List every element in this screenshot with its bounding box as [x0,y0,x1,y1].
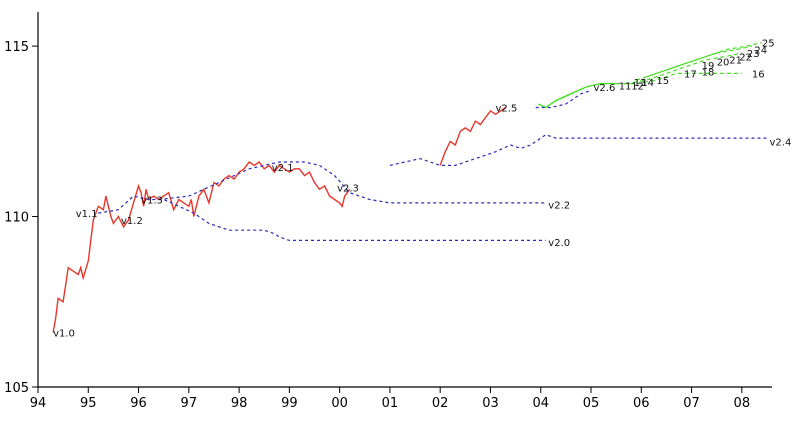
series-label: 12 [631,81,644,92]
series-label: 23 [747,49,760,60]
forecast-line [535,89,592,109]
x-tick-label: 95 [80,396,97,411]
x-tick-label: 05 [583,396,600,411]
plot-lines [52,42,767,333]
series-label: 22 [739,52,752,63]
x-tick-label: 02 [432,396,449,411]
series-label: 19 [702,61,715,72]
x-tick-label: 00 [331,396,348,411]
actual-series-line [439,106,506,166]
series-labels: v1.0 v1.1 v1.2 v1.3 v2.0 v2.1 v2.2 v2.3 v2.4 v2.5… [53,39,791,340]
series-label: v2.4 [770,138,792,149]
series-label: v2.0 [548,238,570,249]
recent-forecast-line [616,72,742,85]
x-tick-label: 96 [130,396,147,411]
y-tick-label: 115 [4,40,29,55]
ticks: 94 95 96 97 98 99 00 01 02 03 04 05 06 07 08 105 110 115 [4,40,750,411]
series-label: v2.5 [496,104,518,115]
y-tick-label: 110 [4,211,29,226]
forecast-line [158,161,546,204]
series-label: 18 [702,68,715,79]
series-label: 11 [619,81,632,92]
series-label: 17 [684,69,697,80]
x-tick-label: 94 [30,396,47,411]
series-label: v1.0 [53,329,75,340]
forecast-line [98,195,546,241]
actual-series-line [52,161,351,333]
series-label: 25 [762,39,775,50]
x-tick-label: 08 [734,396,751,411]
series-label: v2.6 [594,83,616,94]
series-label: 20 [717,57,730,68]
y-tick-label: 105 [4,381,29,396]
series-label: 16 [752,69,765,80]
axes [37,12,772,388]
x-tick-label: 98 [231,396,248,411]
series-label: v2.1 [272,163,294,174]
x-tick-label: 06 [633,396,650,411]
series-label: 21 [729,56,742,67]
recent-forecast-line [646,42,763,78]
series-label: v1.3 [141,196,163,207]
series-label: v2.2 [548,201,570,212]
series-label: 13 [634,78,647,89]
x-tick-label: 03 [482,396,499,411]
forecast-line [389,134,767,166]
x-tick-label: 97 [181,396,198,411]
series-label: 14 [641,78,654,89]
x-tick-label: 01 [382,396,399,411]
series-label: 15 [656,76,669,87]
series-label: v2.3 [337,184,359,195]
x-tick-label: 07 [683,396,700,411]
series-label: v1.2 [121,216,143,227]
x-tick-label: 99 [281,396,298,411]
x-tick-label: 04 [532,396,549,411]
series-label: 24 [754,46,767,57]
recent-series-line [537,82,617,109]
series-label: v1.1 [76,209,98,220]
